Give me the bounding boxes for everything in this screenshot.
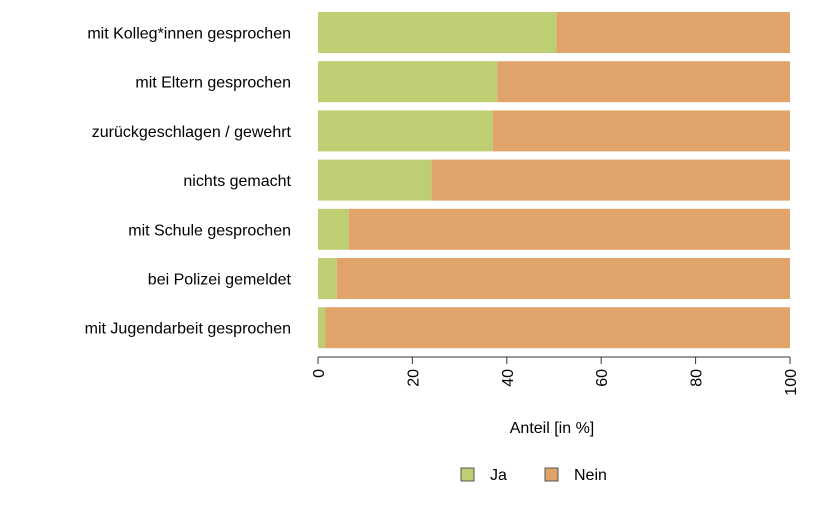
- legend-swatch-nein: [544, 467, 559, 482]
- category-label-5: bei Polizei gemeldet: [148, 272, 292, 289]
- bar-ja-0: [318, 12, 557, 53]
- x-axis: 0 20 40 60 80 100: [311, 356, 800, 396]
- bar-ja-2: [318, 110, 493, 152]
- x-tick-label-5: 100: [783, 369, 800, 396]
- bar-nein-6: [325, 307, 790, 349]
- bar-nein-5: [336, 258, 790, 299]
- category-label-4: mit Schule gesprochen: [128, 222, 291, 239]
- bar-nein-0: [556, 12, 790, 53]
- x-tick-label-2: 40: [500, 369, 517, 387]
- bar-nein-4: [348, 208, 790, 250]
- legend: Ja Nein: [460, 467, 607, 484]
- category-label-6: mit Jugendarbeit gesprochen: [85, 321, 291, 338]
- legend-label-ja: Ja: [490, 467, 507, 484]
- bar-nein-2: [492, 110, 790, 152]
- x-tick-label-3: 60: [594, 369, 611, 387]
- bar-ja-4: [318, 208, 349, 250]
- x-axis-title: Anteil [in %]: [510, 420, 594, 437]
- x-tick-label-4: 80: [689, 369, 706, 387]
- legend-swatch-ja: [460, 467, 475, 482]
- category-label-0: mit Kolleg*innen gesprochen: [87, 26, 291, 43]
- bar-nein-3: [431, 159, 790, 201]
- category-label-2: zurückgeschlagen / gewehrt: [92, 124, 292, 141]
- bars-group: [318, 12, 790, 349]
- bar-ja-6: [318, 307, 326, 349]
- category-label-1: mit Eltern gesprochen: [135, 75, 291, 92]
- x-tick-label-1: 20: [405, 369, 422, 387]
- x-tick-label-0: 0: [311, 369, 328, 378]
- bar-ja-5: [318, 258, 337, 299]
- bar-ja-3: [318, 159, 432, 201]
- category-label-3: nichts gemacht: [183, 173, 291, 190]
- bar-ja-1: [318, 61, 498, 103]
- legend-label-nein: Nein: [574, 467, 607, 484]
- category-labels: mit Kolleg*innen gesprochen mit Eltern ge…: [85, 26, 292, 338]
- bar-nein-1: [497, 61, 790, 103]
